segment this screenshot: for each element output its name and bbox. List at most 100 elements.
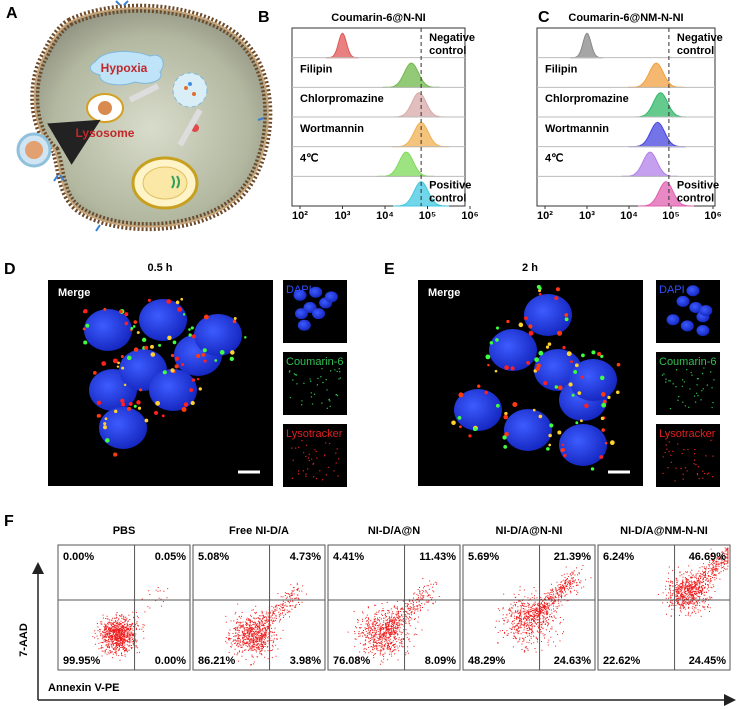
histogram-peak — [570, 32, 604, 59]
histogram-peak — [393, 181, 450, 207]
quadrant-percent: 24.45% — [689, 655, 727, 667]
puncta — [681, 379, 684, 381]
time-label: 0.5 h — [147, 262, 172, 274]
puncta — [196, 377, 200, 381]
puncta — [336, 370, 338, 373]
puncta — [203, 314, 209, 320]
puncta — [337, 475, 339, 477]
row-label: Filipin — [300, 64, 333, 76]
puncta — [288, 371, 291, 373]
puncta — [713, 379, 715, 381]
quadrant-percent: 0.05% — [155, 551, 186, 563]
puncta — [120, 398, 125, 403]
row-label: Chlorpromazine — [300, 93, 384, 105]
puncta — [153, 410, 159, 415]
puncta — [693, 459, 696, 461]
puncta — [177, 306, 183, 312]
histogram-peak — [628, 121, 686, 148]
histogram-peak — [326, 32, 359, 59]
puncta — [103, 425, 107, 430]
nucleus — [84, 309, 132, 351]
row-label: Positive control — [429, 179, 471, 204]
puncta — [325, 442, 327, 444]
puncta — [103, 422, 107, 426]
puncta — [317, 377, 319, 380]
puncta — [564, 317, 569, 322]
puncta — [308, 453, 311, 455]
puncta — [128, 401, 133, 406]
quadrant-percent: 0.00% — [155, 655, 186, 667]
puncta — [202, 348, 207, 353]
puncta — [601, 392, 606, 397]
row-label: 4℃ — [300, 153, 318, 165]
puncta — [150, 352, 156, 357]
puncta — [702, 477, 704, 479]
puncta — [670, 461, 673, 463]
puncta — [518, 322, 524, 328]
puncta — [329, 442, 331, 445]
puncta — [321, 479, 324, 481]
puncta — [669, 407, 672, 410]
puncta — [682, 401, 684, 404]
channel-image — [656, 424, 720, 487]
puncta — [155, 400, 161, 406]
panel-title: Coumarin-6@N-NI — [331, 12, 425, 24]
group-name: PBS — [113, 525, 136, 537]
puncta — [580, 375, 584, 379]
puncta — [96, 414, 101, 418]
puncta — [190, 326, 194, 330]
puncta — [198, 387, 202, 391]
puncta — [314, 449, 316, 451]
puncta — [662, 472, 664, 475]
puncta — [103, 307, 107, 311]
puncta — [538, 414, 543, 419]
puncta — [312, 476, 315, 478]
panel-label: C — [538, 9, 550, 26]
puncta — [575, 421, 579, 425]
puncta — [82, 327, 86, 331]
puncta — [712, 476, 714, 478]
quadrant-percent: 0.00% — [63, 551, 94, 563]
puncta — [180, 297, 184, 301]
puncta — [697, 466, 700, 468]
nucleus — [149, 369, 197, 411]
puncta — [683, 448, 685, 451]
puncta — [175, 300, 180, 305]
puncta — [308, 459, 311, 462]
puncta — [489, 341, 494, 345]
puncta — [295, 374, 298, 376]
nucleus — [524, 294, 572, 336]
nucleus — [666, 314, 680, 326]
puncta — [335, 462, 337, 464]
puncta — [170, 353, 175, 358]
puncta — [229, 356, 234, 362]
puncta — [710, 439, 712, 442]
puncta — [538, 350, 544, 356]
nucleus — [696, 324, 710, 336]
x-tick-label: 10³ — [335, 210, 351, 222]
merge-label: Merge — [58, 287, 90, 299]
puncta — [310, 380, 312, 382]
puncta — [694, 401, 697, 403]
quadrant-percent: 86.21% — [198, 655, 236, 667]
nucleus — [294, 308, 308, 320]
puncta — [311, 458, 313, 460]
puncta — [316, 457, 318, 459]
puncta — [166, 299, 172, 304]
puncta — [696, 474, 699, 476]
puncta — [526, 361, 530, 365]
puncta — [321, 402, 323, 404]
puncta — [161, 414, 165, 418]
puncta — [599, 455, 604, 459]
puncta — [296, 383, 298, 385]
histogram-peak — [637, 181, 694, 207]
puncta — [319, 470, 321, 472]
puncta — [158, 343, 162, 347]
puncta — [338, 378, 340, 380]
puncta — [682, 473, 684, 475]
puncta — [214, 359, 218, 362]
puncta — [686, 368, 688, 371]
quadrant-percent: 5.69% — [468, 551, 499, 563]
puncta — [315, 450, 317, 453]
puncta — [707, 472, 710, 474]
